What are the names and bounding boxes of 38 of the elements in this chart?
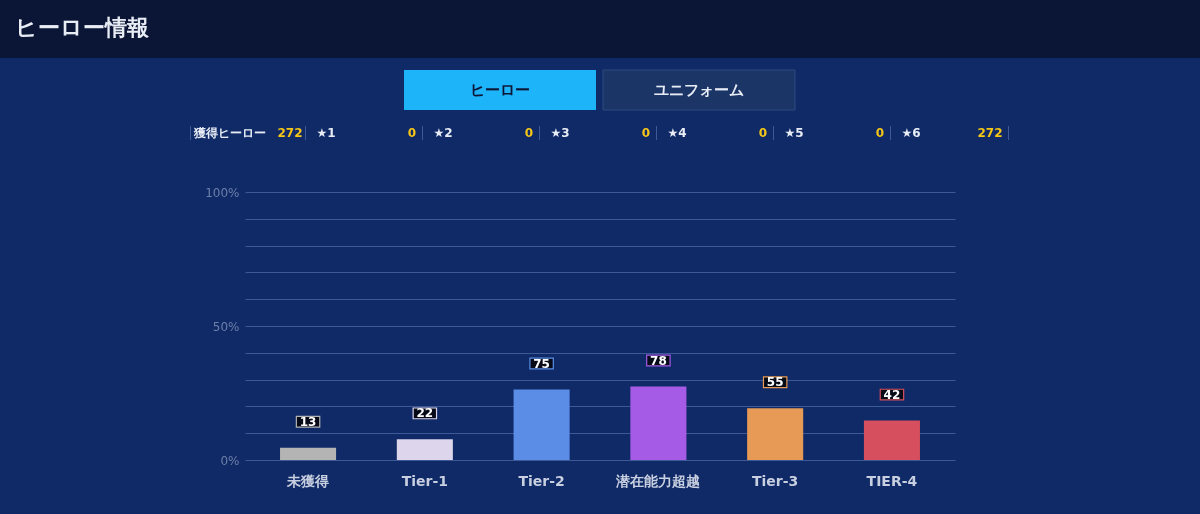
annotation: 22	[416, 406, 434, 421]
text: 272	[277, 126, 303, 140]
text: ★3	[550, 126, 570, 140]
text: 0	[641, 126, 651, 140]
x-tick-label: Tier-1	[401, 472, 448, 489]
text: 0	[875, 126, 885, 140]
x-tick-label: TIER-4	[866, 472, 918, 489]
bar	[280, 447, 337, 460]
text: 獲得ヒーロー	[193, 126, 266, 140]
text: ★5	[784, 126, 804, 140]
x-tick-label: Tier-2	[518, 472, 565, 489]
bar	[396, 439, 453, 460]
text: ★1	[316, 126, 336, 140]
text: ★4	[667, 126, 687, 140]
annotation: 42	[883, 387, 901, 402]
bar	[513, 389, 570, 460]
annotation: 75	[533, 356, 550, 371]
annotation: 13	[299, 414, 317, 429]
y-tick-label: 50%	[212, 319, 240, 334]
text: ★2	[433, 126, 453, 140]
y-tick-label: 0%	[220, 453, 240, 468]
text: ★6	[901, 126, 921, 140]
text: 0	[524, 126, 534, 140]
x-tick-label: Tier-3	[752, 472, 799, 489]
x-tick-label: 未獲得	[286, 472, 330, 489]
bar	[747, 408, 804, 460]
text: ユニフォーム	[654, 81, 744, 99]
text: 0	[407, 126, 417, 140]
bar	[863, 420, 920, 460]
chart-title: ヒーロー情報	[15, 15, 150, 40]
text: 0	[758, 126, 768, 140]
text: ヒーロー	[470, 81, 530, 99]
y-tick-label: 100%	[205, 185, 240, 200]
annotation: 78	[650, 353, 667, 368]
bar	[630, 386, 687, 460]
annotation: 55	[766, 375, 784, 390]
x-tick-label: 潜在能力超越	[615, 472, 701, 489]
text: 272	[977, 126, 1003, 140]
